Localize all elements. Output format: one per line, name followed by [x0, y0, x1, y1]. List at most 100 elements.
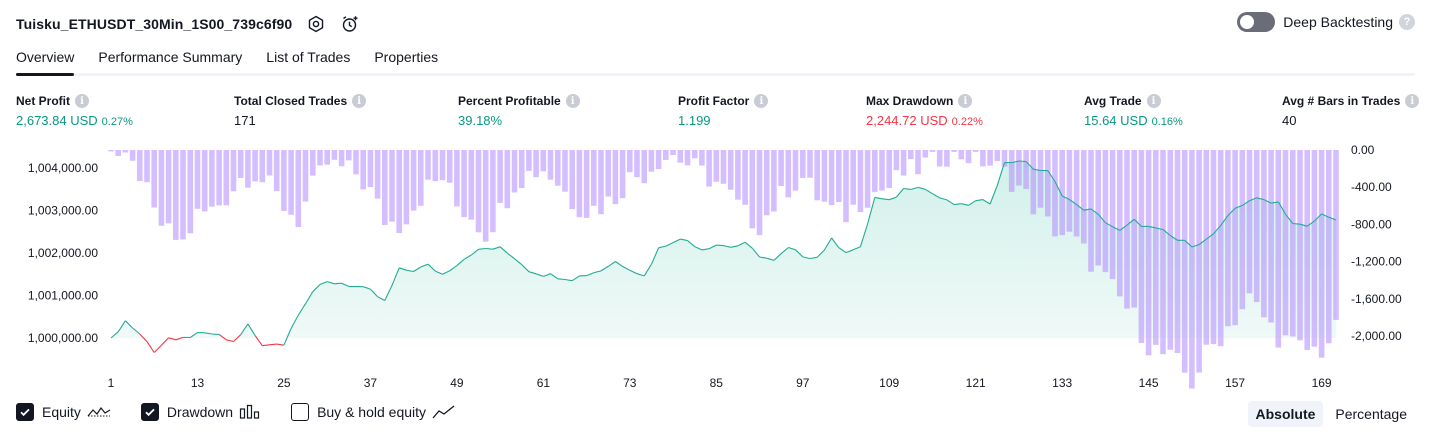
- drawdown-bar: [403, 150, 410, 225]
- drawdown-checkbox[interactable]: [140, 403, 159, 421]
- drawdown-bar: [1037, 150, 1044, 208]
- info-icon[interactable]: i: [352, 94, 367, 108]
- equity-line-segment: [650, 247, 660, 265]
- equity-line-segment: [153, 344, 162, 353]
- buy-hold-toggle[interactable]: Buy & hold equity: [291, 403, 456, 421]
- equity-line-segment: [925, 188, 933, 195]
- drawdown-bar: [663, 150, 669, 160]
- equity-line-segment: [1047, 170, 1056, 182]
- equity-line-segment: [254, 335, 263, 347]
- drawdown-bar: [475, 150, 482, 233]
- equity-line-segment: [751, 247, 760, 258]
- drawdown-bar: [1174, 150, 1181, 353]
- tab-list-of-trades[interactable]: List of Trades: [266, 49, 351, 65]
- equity-line-segment: [312, 284, 321, 293]
- drawdown-bar: [922, 150, 929, 158]
- drawdown-toggle[interactable]: Drawdown: [140, 403, 261, 421]
- checkmark-icon: [145, 408, 155, 417]
- drawdown-bar: [1102, 150, 1109, 273]
- drawdown-bar: [302, 150, 309, 202]
- info-icon[interactable]: i: [1146, 94, 1161, 108]
- x-axis-tick-label: 109: [879, 376, 899, 390]
- equity-line-segment: [1148, 225, 1157, 229]
- drawdown-bar: [1052, 150, 1058, 237]
- percentage-button[interactable]: Percentage: [1335, 406, 1407, 422]
- drawdown-bar: [792, 150, 799, 191]
- drawdown-bar: [324, 150, 330, 165]
- info-icon[interactable]: i: [958, 94, 973, 108]
- drawdown-bar: [252, 150, 258, 182]
- tab-performance-summary[interactable]: Performance Summary: [98, 49, 243, 65]
- drawdown-bar: [1290, 150, 1296, 337]
- deep-backtesting-toggle[interactable]: [1237, 12, 1276, 32]
- info-icon[interactable]: i: [565, 94, 580, 108]
- metric-value: 15.64 USD: [1084, 113, 1148, 128]
- equity-line-segment: [1205, 233, 1214, 240]
- drawdown-bar: [684, 150, 691, 166]
- equity-area: [111, 161, 1336, 338]
- info-icon[interactable]: i: [75, 94, 89, 108]
- equity-line-segment: [499, 246, 508, 254]
- metric-percent: 0.22%: [951, 116, 983, 128]
- equity-line-segment: [816, 249, 825, 258]
- drawdown-bar: [331, 150, 338, 160]
- drawdown-bar: [800, 150, 806, 178]
- equity-line-segment: [1241, 200, 1250, 206]
- equity-line-segment: [1263, 199, 1272, 204]
- metric-max-drawdown: Max Drawdown i 2,244.72 USD 0.22%: [866, 93, 983, 128]
- equity-line-segment: [427, 263, 436, 272]
- drawdown-bar: [872, 150, 878, 192]
- equity-line-segment: [1025, 161, 1034, 170]
- equity-line-segment: [874, 196, 883, 200]
- equity-line-segment: [1033, 168, 1041, 172]
- tab-properties[interactable]: Properties: [374, 49, 439, 65]
- left-axis-tick-label: 1,000,000.00: [28, 331, 98, 345]
- equity-line-segment: [514, 258, 523, 266]
- metric-value: 2,673.84 USD: [16, 113, 98, 128]
- drawdown-bar: [735, 150, 741, 200]
- tab-overview[interactable]: Overview: [16, 44, 75, 76]
- drawdown-bar: [756, 150, 763, 236]
- drawdown-bar: [1167, 150, 1174, 350]
- equity-line-segment: [420, 263, 429, 268]
- equity-line-segment: [161, 337, 169, 346]
- equity-line-segment: [226, 339, 234, 343]
- drawdown-bar: [785, 150, 792, 198]
- equity-line-segment: [744, 241, 753, 249]
- x-axis-tick-label: 49: [450, 376, 464, 390]
- absolute-button[interactable]: Absolute: [1247, 401, 1324, 427]
- drawdown-bar: [1246, 150, 1253, 294]
- drawdown-bar: [425, 150, 431, 180]
- drawdown-bar: [1059, 150, 1065, 236]
- drawdown-bar: [900, 150, 907, 176]
- equity-checkbox[interactable]: [16, 403, 34, 421]
- alarm-clock-plus-icon[interactable]: [340, 14, 360, 34]
- left-axis-tick-label: 1,004,000.00: [28, 161, 98, 175]
- equity-line-segment: [557, 278, 566, 281]
- drawdown-bar: [1066, 150, 1073, 232]
- strategy-title: Tuisku_ETHUSDT_30Min_1S00_739c6f90: [16, 16, 293, 32]
- equity-drawdown-chart[interactable]: 1,000,000.00 1,001,000.00 1,002,000.00 1,00…: [0, 140, 1431, 395]
- equity-line-segment: [889, 196, 897, 201]
- drawdown-bar: [497, 150, 503, 203]
- equity-line-segment: [961, 203, 969, 206]
- equity-toggle[interactable]: Equity: [16, 403, 111, 421]
- x-axis-tick-label: 25: [277, 376, 291, 390]
- equity-line-segment: [1220, 215, 1229, 226]
- info-icon[interactable]: i: [754, 94, 769, 108]
- equity-line-segment: [1328, 216, 1337, 221]
- gear-icon[interactable]: [306, 14, 326, 34]
- info-icon[interactable]: i: [1405, 94, 1420, 108]
- metric-label: Max Drawdown: [866, 94, 954, 108]
- equity-line-segment: [470, 248, 479, 256]
- equity-line-segment: [910, 186, 919, 190]
- drawdown-bar: [216, 150, 222, 206]
- help-icon[interactable]: ?: [1399, 14, 1415, 30]
- drawdown-bar: [245, 150, 251, 188]
- buy-hold-checkbox[interactable]: [291, 403, 310, 421]
- deep-backtesting-label: Deep Backtesting: [1283, 14, 1393, 30]
- drawdown-bar: [908, 150, 914, 159]
- equity-line-segment: [665, 242, 674, 247]
- equity-line-segment: [723, 245, 731, 248]
- metric-value: 171: [234, 113, 256, 128]
